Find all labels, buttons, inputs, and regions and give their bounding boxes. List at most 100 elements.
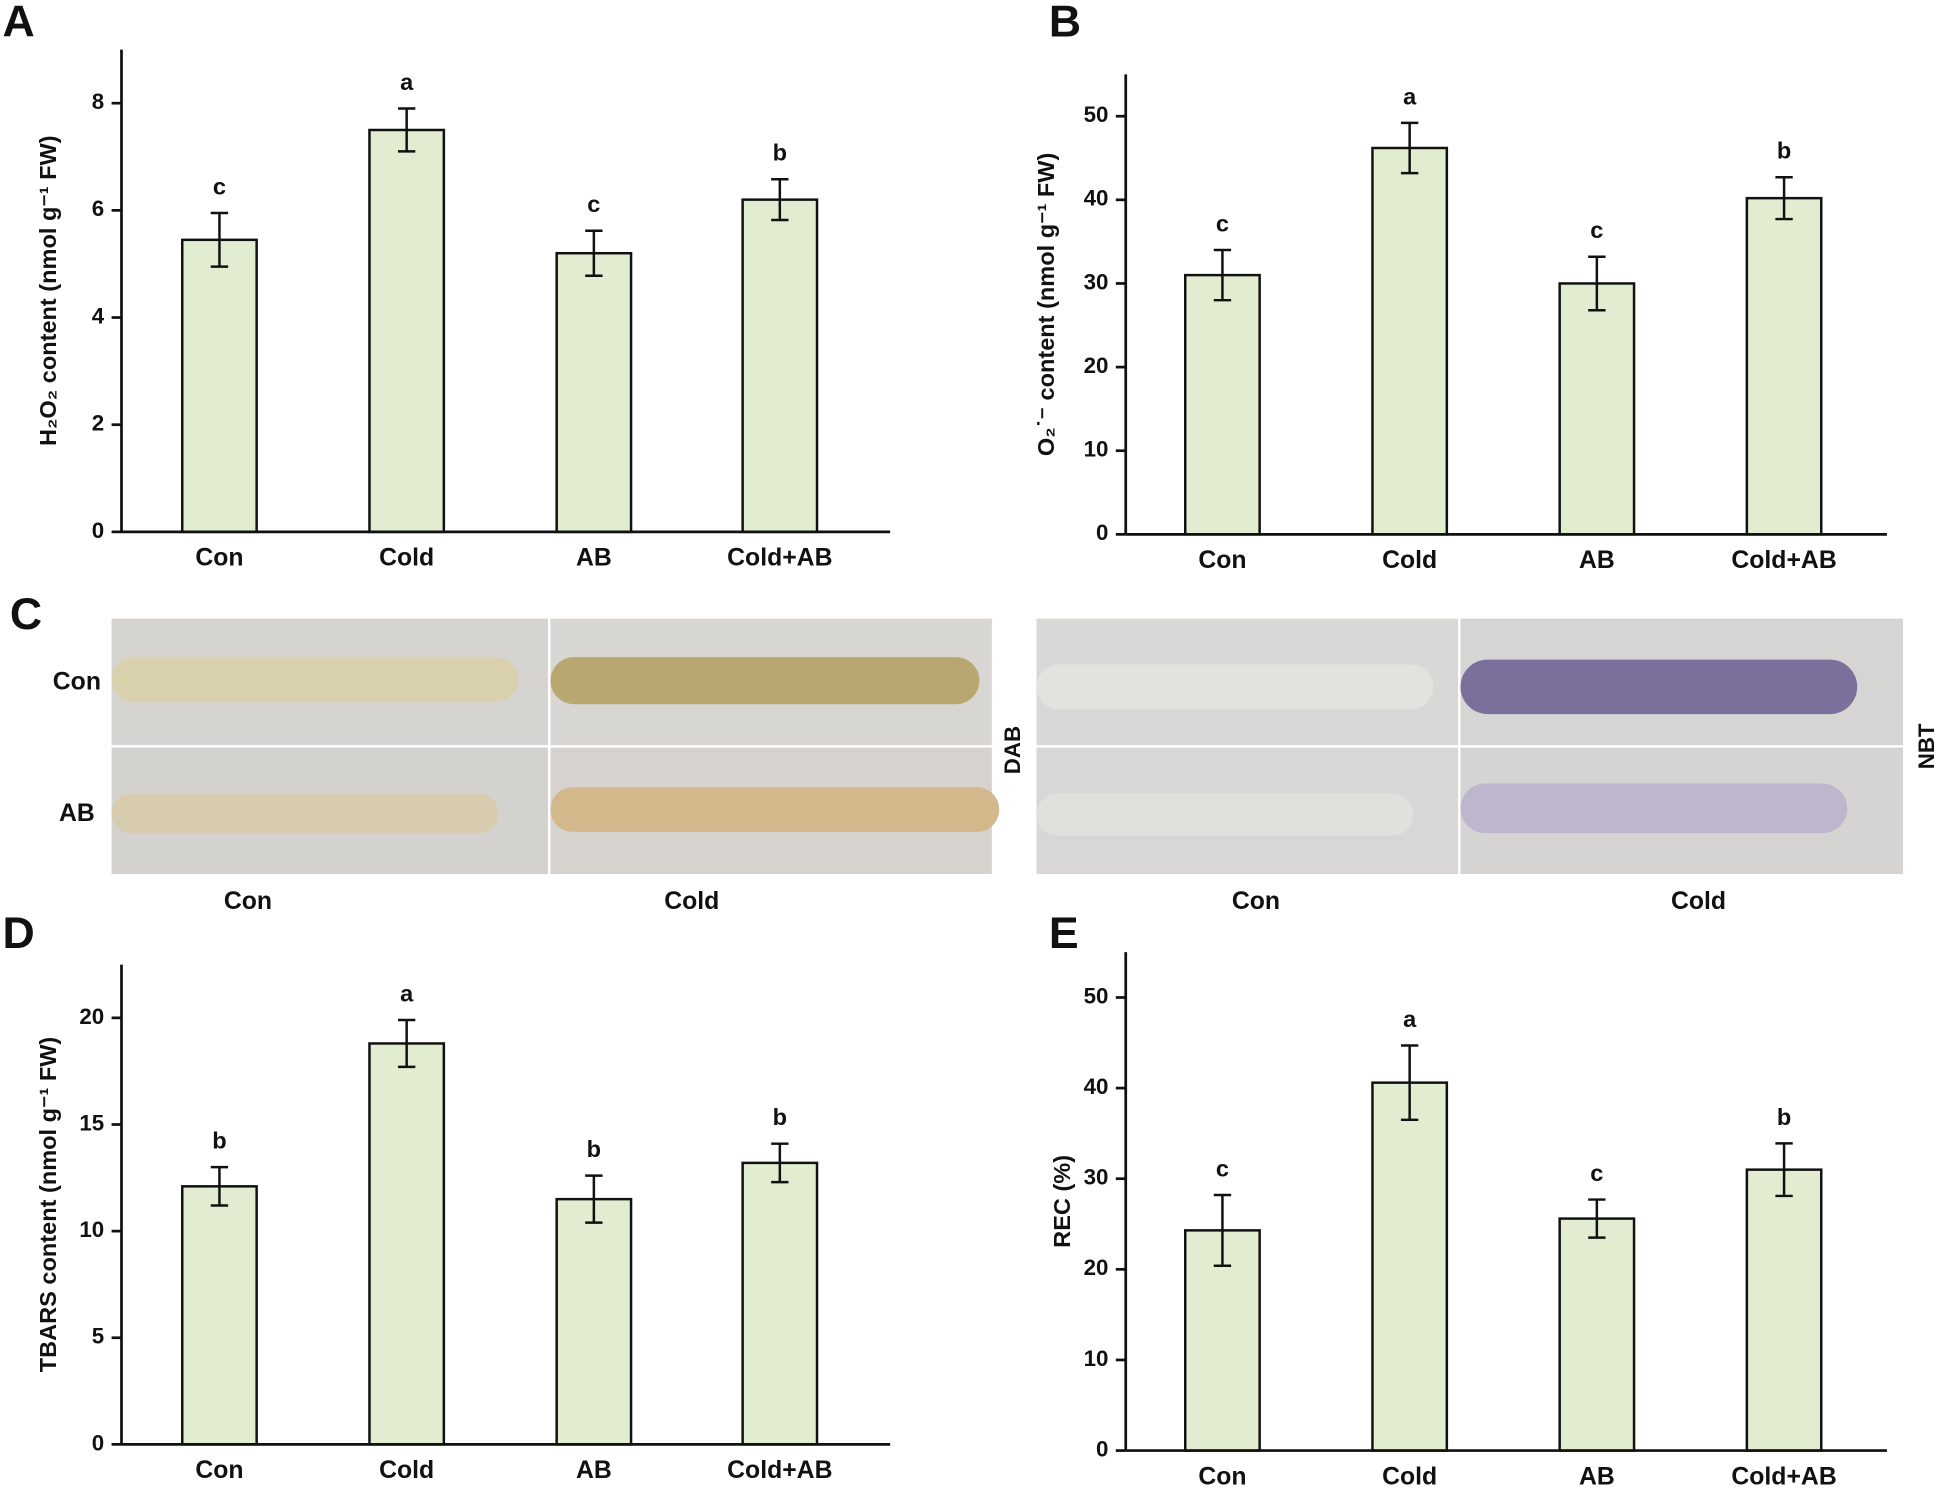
error-bar: [397, 1018, 416, 1069]
significance-letter: a: [1403, 1006, 1417, 1032]
x-tick-label: Cold: [379, 1457, 434, 1484]
significance-letter: c: [1216, 1155, 1229, 1181]
y-tick-label: 30: [1084, 269, 1109, 294]
x-tick-label: AB: [1579, 1463, 1615, 1489]
panel-label: A: [2, 0, 34, 47]
y-tick-label: 50: [1084, 102, 1109, 127]
root: [111, 793, 499, 834]
x-tick-label: Con: [1198, 547, 1246, 574]
y-tick-label: 0: [92, 1430, 104, 1455]
y-tick-label: 0: [1096, 520, 1108, 545]
y-tick-label: 40: [1084, 1074, 1109, 1099]
y-tick-label: 0: [1096, 1436, 1108, 1461]
error-bar: [210, 211, 229, 268]
panel-label: E: [1049, 909, 1079, 958]
bar: [1558, 282, 1636, 536]
significance-letter: b: [587, 1136, 601, 1162]
error-bar: [397, 107, 416, 153]
x-tick-label: Con: [1198, 1463, 1246, 1489]
y-tick-label: 30: [1084, 1165, 1109, 1190]
column-label: Cold: [1671, 888, 1726, 915]
bar: [1371, 146, 1449, 536]
significance-letter: c: [213, 173, 226, 199]
column-label: Con: [224, 888, 272, 915]
y-tick-label: 10: [1084, 1346, 1109, 1371]
row-label: Con: [53, 669, 101, 696]
y-tick-label: 2: [92, 411, 104, 436]
significance-letter: c: [587, 191, 600, 217]
significance-letter: b: [773, 1104, 787, 1130]
y-tick-label: 10: [1084, 437, 1109, 462]
bar: [741, 198, 819, 534]
bar: [368, 1042, 446, 1446]
error-bar: [771, 1142, 789, 1184]
error-bar: [1400, 121, 1419, 175]
x-tick-label: Con: [195, 545, 243, 572]
x-tick-label: Cold+AB: [727, 1457, 832, 1484]
bar: [181, 238, 258, 534]
root: [1460, 659, 1858, 715]
significance-letter: c: [1216, 210, 1229, 236]
root: [111, 657, 519, 702]
bar: [368, 128, 446, 534]
error-bar: [1213, 1193, 1232, 1267]
stain-label: NBT: [1914, 723, 1939, 769]
y-tick-label: 20: [1084, 353, 1109, 378]
stain-images: C Con AB Con Cold Con Cold DAB NBT: [10, 590, 1939, 915]
x-tick-label: Cold+AB: [1731, 547, 1836, 574]
error-bar: [585, 229, 603, 277]
error-bar: [1588, 255, 1606, 312]
column-label: Cold: [664, 888, 719, 915]
error-bar: [771, 178, 789, 222]
significance-letter: b: [1777, 1104, 1791, 1130]
bar: [1558, 1217, 1636, 1452]
bar: [1371, 1081, 1449, 1452]
x-tick-label: Cold: [1382, 547, 1437, 574]
x-tick-label: Con: [195, 1457, 243, 1484]
y-tick-label: 0: [92, 518, 104, 543]
y-tick-label: 6: [92, 196, 104, 221]
stain-label: DAB: [1000, 726, 1025, 774]
significance-letter: c: [1590, 1160, 1603, 1186]
error-bar: [1775, 176, 1793, 221]
column-label: Con: [1232, 888, 1280, 915]
x-tick-label: AB: [576, 545, 612, 572]
significance-letter: c: [1590, 217, 1603, 243]
bar: [555, 251, 633, 534]
y-tick-label: 10: [79, 1217, 104, 1242]
root: [1036, 664, 1434, 710]
y-axis-label: TBARS content (nmol g⁻¹ FW): [35, 1037, 61, 1373]
root: [1036, 793, 1414, 836]
bar: [1745, 196, 1823, 536]
x-tick-label: Cold+AB: [727, 545, 832, 572]
bar: [181, 1185, 258, 1446]
x-tick-label: AB: [576, 1457, 612, 1484]
significance-letter: b: [212, 1128, 226, 1154]
y-axis-label: O₂˙⁻ content (nmol g⁻¹ FW): [1033, 153, 1059, 456]
bar: [1184, 273, 1261, 536]
bar: [555, 1197, 633, 1446]
y-axis-label: REC (%): [1049, 1155, 1075, 1248]
error-bar: [1400, 1044, 1419, 1122]
bar: [1745, 1168, 1823, 1452]
y-tick-label: 5: [92, 1324, 104, 1349]
x-tick-label: AB: [1579, 547, 1615, 574]
y-tick-label: 20: [79, 1004, 104, 1029]
y-tick-label: 20: [1084, 1255, 1109, 1280]
root: [550, 787, 1000, 832]
significance-letter: a: [1403, 83, 1417, 109]
significance-letter: a: [400, 980, 414, 1006]
significance-letter: b: [1777, 138, 1791, 164]
error-bar: [1213, 248, 1232, 302]
y-tick-label: 40: [1084, 186, 1109, 211]
root: [550, 657, 980, 705]
significance-letter: b: [773, 140, 787, 166]
y-axis-label: H₂O₂ content (nmol g⁻¹ FW): [35, 135, 61, 446]
x-tick-label: Cold+AB: [1731, 1463, 1836, 1489]
panel-label: C: [10, 590, 42, 639]
row-label: AB: [59, 800, 95, 827]
y-tick-label: 4: [92, 303, 105, 328]
error-bar: [1588, 1198, 1606, 1239]
error-bar: [585, 1174, 603, 1224]
panel-label: B: [1049, 0, 1081, 47]
